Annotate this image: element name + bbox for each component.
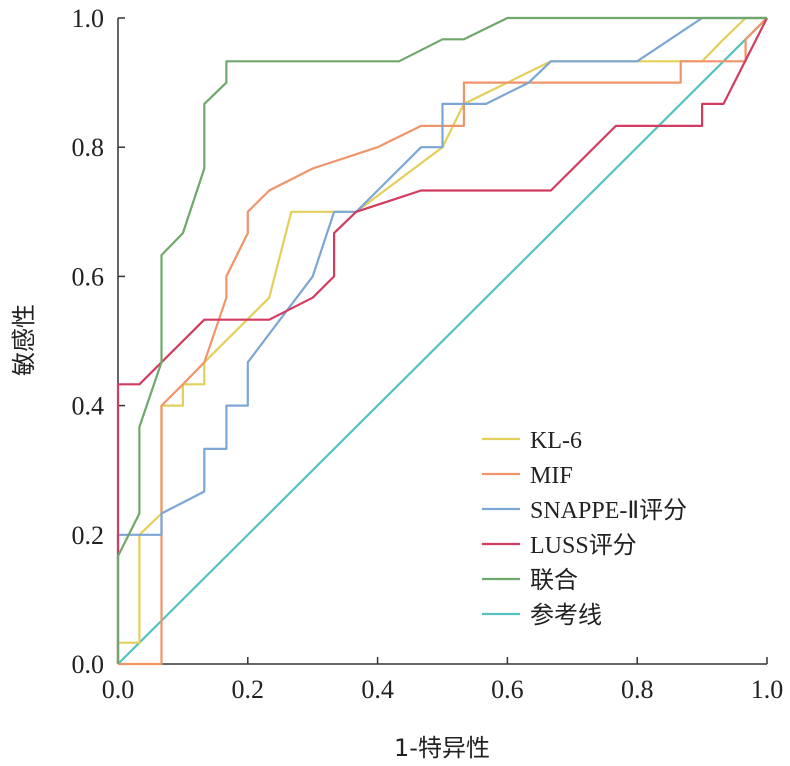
- y-tick-label: 1.0: [72, 4, 105, 33]
- series-line-3: [116, 17, 768, 664]
- series-line-4: [116, 16, 767, 664]
- series-line-0: [116, 16, 767, 664]
- axes: 0.0 0.2 0.4 0.6 0.8 1.0 0.0 0.2 0.4 0.6 0.8 1.0: [72, 4, 784, 704]
- x-tick-label: 0.0: [102, 675, 135, 704]
- y-axis-title: 敏感性: [10, 304, 38, 376]
- x-tick-label: 1.0: [751, 675, 784, 704]
- legend-label: SNAPPE-Ⅱ评分: [530, 497, 687, 524]
- series-line-1: [118, 17, 768, 666]
- x-tick-label: 0.8: [621, 675, 654, 704]
- y-tick-label: 0.6: [72, 262, 105, 291]
- legend-label: KL-6: [530, 428, 582, 454]
- y-tick-label: 0.2: [72, 521, 105, 550]
- legend-label: MIF: [530, 463, 573, 489]
- x-tick-label: 0.2: [232, 675, 265, 704]
- x-tick-label: 0.4: [361, 675, 394, 704]
- x-tick-label: 0.6: [491, 675, 524, 704]
- y-tick-label: 0.8: [72, 133, 105, 162]
- y-tick-label: 0.4: [72, 392, 105, 421]
- series-line-2: [116, 16, 767, 664]
- legend-label: 参考线: [530, 602, 602, 629]
- legend-label: 联合: [530, 567, 578, 594]
- series-layer: [116, 16, 768, 666]
- legend-label: LUSS评分: [530, 532, 637, 559]
- y-tick-label: 0.0: [72, 650, 105, 679]
- x-axis-title: 1-特异性: [394, 734, 490, 762]
